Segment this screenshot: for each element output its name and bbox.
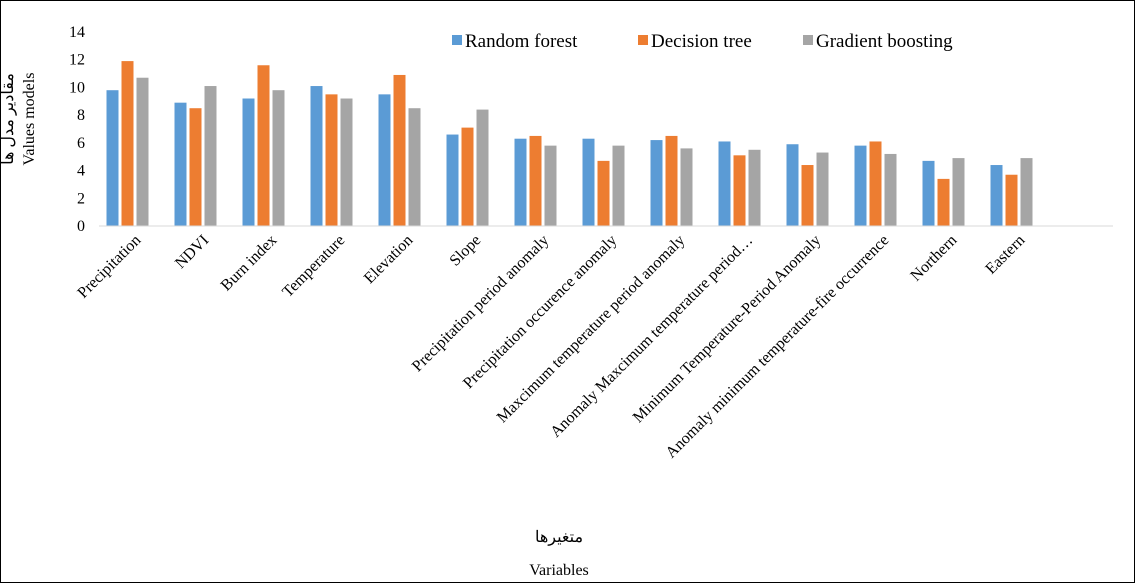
legend-swatch <box>452 35 462 45</box>
bar-decision-tree <box>869 141 882 226</box>
x-tick-label: Temperature <box>279 232 348 301</box>
bar-random-forest <box>582 138 595 226</box>
bar-decision-tree <box>597 160 610 226</box>
bar-random-forest <box>446 134 459 226</box>
bar-random-forest <box>718 141 731 226</box>
bar-random-forest <box>174 102 187 226</box>
legend-swatch <box>803 35 813 45</box>
legend-label: Decision tree <box>651 31 752 52</box>
y-tick-label: 8 <box>77 107 85 124</box>
y-tick-label: 2 <box>77 190 85 207</box>
legend-label: Random forest <box>465 31 578 52</box>
x-tick-label: Eastern <box>982 232 1028 278</box>
x-tick-label: Elevation <box>361 232 416 287</box>
bar-decision-tree <box>257 65 270 226</box>
bar-gradient-boosting <box>884 153 897 226</box>
bar-gradient-boosting <box>136 77 149 226</box>
bar-gradient-boosting <box>408 108 421 226</box>
bar-gradient-boosting <box>272 90 285 226</box>
bar-gradient-boosting <box>952 158 965 226</box>
bar-gradient-boosting <box>816 152 829 226</box>
x-tick-label: Precipitation period anomaly <box>409 232 552 375</box>
bar-gradient-boosting <box>544 145 557 226</box>
legend-label: Gradient boosting <box>816 31 953 52</box>
bar-decision-tree <box>393 74 406 226</box>
bar-decision-tree <box>937 178 950 226</box>
x-axis-label-persian: متغیرها <box>535 529 583 546</box>
bar-decision-tree <box>189 108 202 226</box>
bar-gradient-boosting <box>204 86 217 227</box>
y-tick-label: 14 <box>69 24 85 41</box>
x-tick-label: NDVI <box>172 232 212 272</box>
y-axis-label-persian: مقادیر مدل ها <box>1 73 17 165</box>
y-tick-label: 6 <box>77 135 85 152</box>
bars-group <box>106 61 1033 227</box>
bar-decision-tree <box>121 61 134 226</box>
bar-decision-tree <box>1005 174 1018 226</box>
legend-swatch <box>638 35 648 45</box>
y-tick-label: 12 <box>69 52 85 69</box>
x-axis-label: Variables <box>529 562 589 579</box>
bar-decision-tree <box>801 165 814 226</box>
y-axis-label: Values models <box>21 73 38 166</box>
bar-decision-tree <box>461 127 474 226</box>
bar-gradient-boosting <box>680 148 693 226</box>
bar-gradient-boosting <box>748 149 761 226</box>
bar-random-forest <box>922 160 935 226</box>
x-tick-label: Northern <box>907 232 960 285</box>
bar-decision-tree <box>325 94 338 226</box>
bar-random-forest <box>786 144 799 226</box>
bar-gradient-boosting <box>612 145 625 226</box>
bar-random-forest <box>514 138 527 226</box>
bar-gradient-boosting <box>476 109 489 226</box>
bar-random-forest <box>650 140 663 226</box>
bar-random-forest <box>378 94 391 226</box>
bar-random-forest <box>242 98 255 226</box>
x-tick-label: Precipitation <box>74 232 144 302</box>
y-tick-label: 0 <box>77 218 85 235</box>
x-tick-label: Slope <box>447 232 485 270</box>
x-tick-label: Burn index <box>218 232 281 295</box>
y-tick-label: 4 <box>77 163 85 180</box>
bar-random-forest <box>106 90 119 226</box>
bar-random-forest <box>310 86 323 227</box>
bar-gradient-boosting <box>340 98 353 226</box>
bar-decision-tree <box>733 155 746 226</box>
bar-random-forest <box>990 165 1003 226</box>
bar-random-forest <box>854 145 867 226</box>
y-tick-label: 10 <box>69 79 85 96</box>
bar-gradient-boosting <box>1020 158 1033 226</box>
y-axis-ticks: 0 2 4 6 8 10 12 14 <box>69 24 85 235</box>
bar-decision-tree <box>529 135 542 226</box>
legend: Random forest Decision tree Gradient boost… <box>452 31 953 52</box>
bar-decision-tree <box>665 135 678 226</box>
